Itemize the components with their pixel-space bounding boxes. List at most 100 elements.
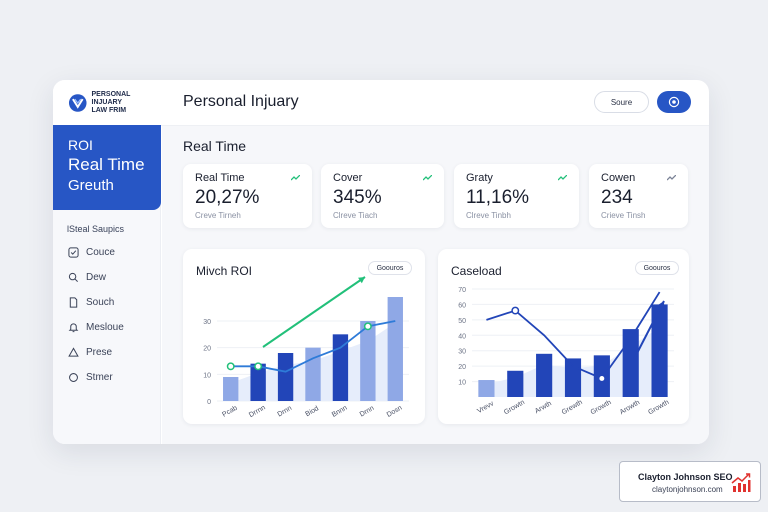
stat-value: 11,16% [466, 187, 530, 208]
sidebar-item-label: Couce [86, 247, 115, 258]
roi-chart-panel: Mivch ROI Goouros 0 10 20 30 Pcab Drrnn Drnn Bi… [183, 249, 425, 424]
y-tick-label: 10 [458, 380, 466, 387]
sidebar-item-stmer[interactable]: Stmer [67, 365, 124, 390]
sidebar-item-label: Souch [86, 297, 115, 308]
x-tick-label: Drnn [359, 405, 376, 419]
chart-bar [478, 380, 495, 397]
stat-subtext: Clreve Tinbh [466, 211, 511, 220]
badge-name: Clayton Johnson SEO [638, 472, 733, 482]
chart-bar [651, 304, 668, 397]
stat-card[interactable]: Cover 345% Clreve Tiach [321, 164, 444, 228]
app-window: PERSONAL INJUARY LAW FRIM ROI Real Time … [53, 80, 709, 444]
chart-bar [360, 321, 376, 401]
sidebar-item-mesloue[interactable]: Mesloue [67, 315, 124, 340]
chart-bar [387, 297, 403, 401]
scales-logo-icon [68, 93, 87, 112]
stat-card[interactable]: Cowen 234 Crieve Tinsh [589, 164, 688, 228]
document-icon [67, 297, 79, 309]
chart-title: Mivch ROI [196, 264, 253, 278]
sidebar-item-dew[interactable]: Dew [67, 265, 124, 290]
sidebar-item-label: Mesloue [86, 322, 124, 333]
x-tick-label: Growtn [503, 399, 526, 416]
line-point [226, 362, 235, 371]
circle-icon [67, 372, 79, 384]
x-tick-label: Vrevv [476, 400, 495, 415]
y-tick-label: 30 [458, 349, 466, 356]
brand-name: PERSONAL INJUARY LAW FRIM [92, 91, 161, 115]
chart-bar [507, 370, 524, 397]
chart-bar [250, 363, 266, 401]
y-tick-label: 10 [203, 372, 211, 379]
growth-arrow [633, 300, 665, 360]
chart-bar [277, 353, 294, 401]
stat-subtext: Crieve Tinsh [601, 211, 646, 220]
stat-label: Real Time [195, 172, 245, 184]
hero-line-3: Greuth [68, 177, 114, 194]
brand[interactable]: PERSONAL INJUARY LAW FRIM [53, 80, 161, 125]
growth-chart-icon [731, 473, 751, 492]
user-icon [668, 96, 680, 108]
sidebar-hero-card[interactable]: ROI Real Time Greuth [53, 125, 161, 210]
header-divider [161, 125, 709, 126]
alert-icon [67, 347, 79, 359]
x-tick-label: Arowth [619, 399, 641, 416]
y-tick-label: 70 [458, 287, 466, 294]
chart-sources-button[interactable]: Goouros [635, 261, 679, 275]
stat-value: 234 [601, 187, 633, 208]
growth-arrow-head [658, 301, 665, 308]
trend-icon [558, 175, 567, 181]
growth-arrow-head [358, 277, 365, 284]
stat-value: 345% [333, 187, 382, 208]
badge-url: claytonjohnson.com [652, 485, 723, 494]
sidebar-item-label: Stmer [86, 372, 113, 383]
x-tick-label: Bnnn [331, 405, 349, 419]
brand-line-2: LAW FRIM [91, 106, 127, 114]
page-title: Personal Injuary [183, 93, 299, 110]
caseload-bar-chart: 10 20 30 40 50 60 70 Vrevv Growtn Arwth Grewth Grow… [458, 287, 674, 416]
sidebar-heading: lSteal Saupics [67, 224, 125, 234]
caseload-chart-panel: Caseload Goouros 10 20 30 40 50 60 70 Vrevv Grow… [438, 249, 689, 424]
line-point [597, 374, 606, 383]
sidebar-nav: Couce Dew Souch Mesloue Prese Stmer [67, 240, 124, 390]
sidebar-item-label: Prese [86, 347, 113, 358]
y-tick-label: 60 [458, 302, 466, 309]
chart-sources-button[interactable]: Goouros [368, 261, 412, 275]
x-tick-label: Grewth [561, 399, 584, 416]
y-tick-label: 50 [458, 318, 466, 325]
source-button[interactable]: Soure [594, 91, 649, 113]
sidebar-item-souch[interactable]: Souch [67, 290, 124, 315]
y-tick-label: 0 [207, 399, 211, 406]
y-tick-label: 20 [203, 346, 211, 353]
chart-bar [564, 358, 582, 397]
x-tick-label: Pcab [221, 405, 238, 419]
stat-label: Cover [333, 172, 363, 184]
x-tick-label: Growth [590, 399, 613, 416]
trend-icon [291, 175, 300, 181]
attribution-badge[interactable]: Clayton Johnson SEO claytonjohnson.com [619, 461, 761, 502]
x-tick-label: Biod [304, 405, 320, 418]
y-tick-label: 40 [458, 333, 466, 340]
line-point [511, 306, 520, 315]
stat-card[interactable]: Real Time 20,27% Creve Tirneh [183, 164, 312, 228]
chart-title: Caseload [451, 264, 502, 278]
trend-icon [667, 175, 676, 181]
growth-arrow [262, 276, 366, 348]
trend-icon [423, 175, 432, 181]
x-tick-label: Drrnn [248, 404, 267, 419]
chart-bar [223, 377, 239, 401]
profile-button[interactable] [657, 91, 691, 113]
x-tick-label: Dosn [386, 405, 404, 419]
x-tick-label: Growth [647, 399, 670, 416]
sidebar-item-couce[interactable]: Couce [67, 240, 124, 265]
bell-icon [67, 322, 79, 334]
sidebar-item-prese[interactable]: Prese [67, 340, 124, 365]
line-point [254, 362, 263, 371]
section-title: Real Time [183, 138, 247, 154]
chart-bar [622, 329, 639, 397]
x-tick-label: Drnn [276, 405, 293, 419]
stat-card[interactable]: Graty 11,16% Clreve Tinbh [454, 164, 579, 228]
y-tick-label: 20 [458, 364, 466, 371]
stat-value: 20,27% [195, 187, 260, 208]
area-fill [486, 327, 660, 397]
search-icon [67, 272, 79, 284]
